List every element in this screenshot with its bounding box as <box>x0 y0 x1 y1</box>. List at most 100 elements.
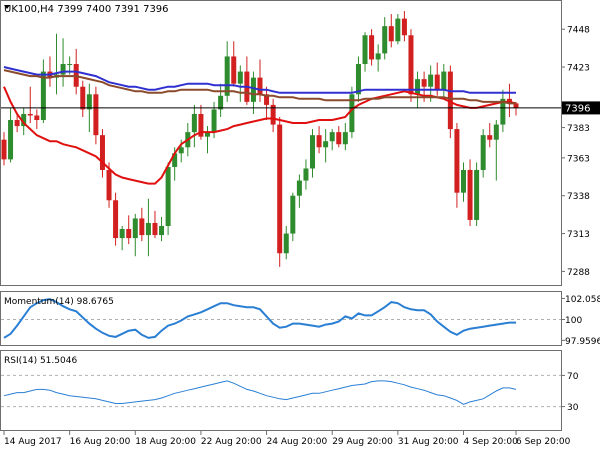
time-axis-label: 31 Aug 20:00 <box>398 437 459 447</box>
candle-body <box>211 109 217 133</box>
candle-body <box>8 120 14 160</box>
price-axis-label: 7448 <box>567 26 590 36</box>
candle-body <box>106 169 112 201</box>
last-price-tag <box>562 101 600 115</box>
candle-body <box>86 94 92 110</box>
candle-body <box>447 71 453 130</box>
rsi-axis-label: 30 <box>567 403 579 413</box>
candle-body <box>349 94 355 133</box>
candle-body <box>480 135 486 170</box>
price-axis-label: 7363 <box>567 154 590 164</box>
price-axis-label: 7338 <box>567 192 590 202</box>
rsi-label: RSI(14) 51.5046 <box>4 356 77 366</box>
candle-body <box>513 103 519 108</box>
momentum-pane <box>0 291 562 346</box>
time-axis-label: 4 Sep 20:00 <box>463 437 518 447</box>
time-axis-label: 16 Aug 20:00 <box>70 437 131 447</box>
candle-body <box>336 132 342 145</box>
candle-body <box>270 104 276 125</box>
candle-body <box>34 115 40 121</box>
candle-body <box>296 180 302 196</box>
candle-body <box>395 18 401 42</box>
candle-body <box>434 74 440 90</box>
candle-body <box>257 77 263 95</box>
slow-ma-line <box>3 69 516 105</box>
candle-body <box>218 95 224 110</box>
momentum-axis-label: 102.0589 <box>565 295 600 305</box>
candle-body <box>60 64 66 75</box>
candle-body <box>139 218 145 236</box>
candle-body <box>369 35 375 60</box>
candle-body <box>290 195 296 234</box>
candle-body <box>310 135 316 169</box>
time-axis-label: 18 Aug 20:00 <box>135 437 196 447</box>
price-axis-label: 7383 <box>567 124 590 134</box>
time-axis-label: 29 Aug 20:00 <box>332 437 393 447</box>
chart-header-ohlc: UK100,H4 7399 7400 7391 7396 <box>4 4 169 15</box>
momentum-axis-label: 100 <box>565 316 582 326</box>
candle-body <box>283 233 289 254</box>
mid-ma-line <box>3 66 516 94</box>
candle-body <box>487 135 493 140</box>
candle-body <box>224 56 230 96</box>
momentum-series-line <box>3 298 516 339</box>
candle-body <box>408 35 414 95</box>
candle-body <box>119 229 125 239</box>
candle-body <box>1 139 7 160</box>
candle-body <box>460 169 466 193</box>
candle-body <box>316 135 322 148</box>
moving-average-lines <box>3 66 517 185</box>
candle-body <box>152 222 158 236</box>
rsi-axis: 70 30 <box>561 372 579 413</box>
price-axis: 7448 7423 7383 7363 7338 7313 7288 <box>561 26 590 278</box>
candle-body <box>126 229 132 239</box>
candle-body <box>362 35 368 65</box>
time-axis-label: 24 Aug 20:00 <box>267 437 328 447</box>
candle-body <box>401 18 407 36</box>
candle-body <box>27 113 33 116</box>
time-axis-label: 6 Sep 20:00 <box>516 437 571 447</box>
candle-body <box>40 71 46 121</box>
momentum-label: Momentum(14) 98.6765 <box>4 297 114 307</box>
candle-body <box>191 113 197 133</box>
candle-body <box>441 71 447 90</box>
candle-body <box>467 169 473 220</box>
candle-body <box>329 132 335 142</box>
momentum-axis: 102.0589 100 97.9596 <box>561 295 600 347</box>
candle-body <box>493 124 499 140</box>
candle-body <box>388 26 394 42</box>
candle-body <box>355 64 361 95</box>
time-axis-label: 14 Aug 2017 <box>4 437 62 447</box>
candle-body <box>99 135 105 170</box>
time-axis: 14 Aug 2017 16 Aug 20:00 18 Aug 20:00 22 Au… <box>3 431 571 447</box>
candle-body <box>113 200 119 239</box>
candle-body <box>323 141 329 148</box>
candle-body <box>67 64 73 66</box>
rsi-series-line <box>3 380 517 405</box>
candle-body <box>428 74 434 87</box>
fast-ma-line <box>3 86 517 185</box>
candle-body <box>342 132 348 145</box>
candle-body <box>421 79 427 87</box>
candle-body <box>277 124 283 254</box>
rsi-axis-label: 70 <box>567 372 579 382</box>
candle-body <box>165 166 171 226</box>
price-axis-label: 7313 <box>567 230 590 240</box>
candle-body <box>178 147 184 154</box>
chevron-down-icon[interactable] <box>4 5 10 9</box>
candle-body <box>303 168 309 181</box>
candle-body <box>14 120 20 127</box>
momentum-axis-label: 97.9596 <box>565 337 600 347</box>
candle-body <box>382 26 388 54</box>
candle-body <box>454 129 460 193</box>
candle-body <box>250 77 256 102</box>
price-axis-label: 7288 <box>567 268 590 278</box>
candle-body <box>474 169 480 220</box>
candle-body <box>198 113 204 137</box>
candle-body <box>159 225 165 236</box>
candle-body <box>415 79 421 95</box>
momentum-line <box>1 298 561 339</box>
candle-body <box>80 86 86 110</box>
price-axis-label: 7423 <box>567 64 590 74</box>
